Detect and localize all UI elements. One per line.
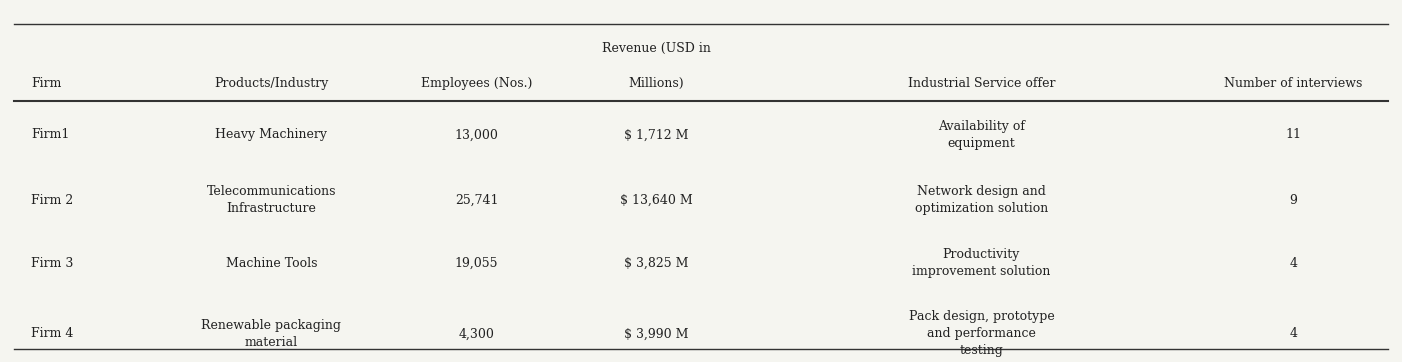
Text: Number of interviews: Number of interviews [1224, 77, 1363, 90]
Text: Renewable packaging
material: Renewable packaging material [202, 319, 341, 349]
Text: 25,741: 25,741 [454, 194, 499, 206]
Text: Availability of
equipment: Availability of equipment [938, 120, 1025, 150]
Text: Employees (Nos.): Employees (Nos.) [421, 77, 533, 90]
Text: Millions): Millions) [628, 77, 684, 90]
Text: 9: 9 [1290, 194, 1297, 206]
Text: 11: 11 [1286, 129, 1301, 141]
Text: Productivity
improvement solution: Productivity improvement solution [913, 248, 1050, 278]
Text: Pack design, prototype
and performance
testing: Pack design, prototype and performance t… [908, 311, 1054, 357]
Text: Revenue (USD in: Revenue (USD in [601, 42, 711, 55]
Text: 13,000: 13,000 [454, 129, 499, 141]
Text: $ 3,825 M: $ 3,825 M [624, 257, 688, 270]
Text: Machine Tools: Machine Tools [226, 257, 317, 270]
Text: Firm 4: Firm 4 [31, 328, 73, 340]
Text: Firm 3: Firm 3 [31, 257, 73, 270]
Text: 19,055: 19,055 [454, 257, 499, 270]
Text: Industrial Service offer: Industrial Service offer [907, 77, 1056, 90]
Text: $ 13,640 M: $ 13,640 M [620, 194, 693, 206]
Text: Telecommunications
Infrastructure: Telecommunications Infrastructure [206, 185, 336, 215]
Text: 4,300: 4,300 [458, 328, 495, 340]
Text: Firm: Firm [31, 77, 62, 90]
Text: 4: 4 [1290, 257, 1297, 270]
Text: Heavy Machinery: Heavy Machinery [216, 129, 327, 141]
Text: Network design and
optimization solution: Network design and optimization solution [914, 185, 1049, 215]
Text: $ 1,712 M: $ 1,712 M [624, 129, 688, 141]
Text: Firm 2: Firm 2 [31, 194, 73, 206]
Text: Firm1: Firm1 [31, 129, 69, 141]
Text: 4: 4 [1290, 328, 1297, 340]
Text: $ 3,990 M: $ 3,990 M [624, 328, 688, 340]
Text: Products/Industry: Products/Industry [215, 77, 328, 90]
